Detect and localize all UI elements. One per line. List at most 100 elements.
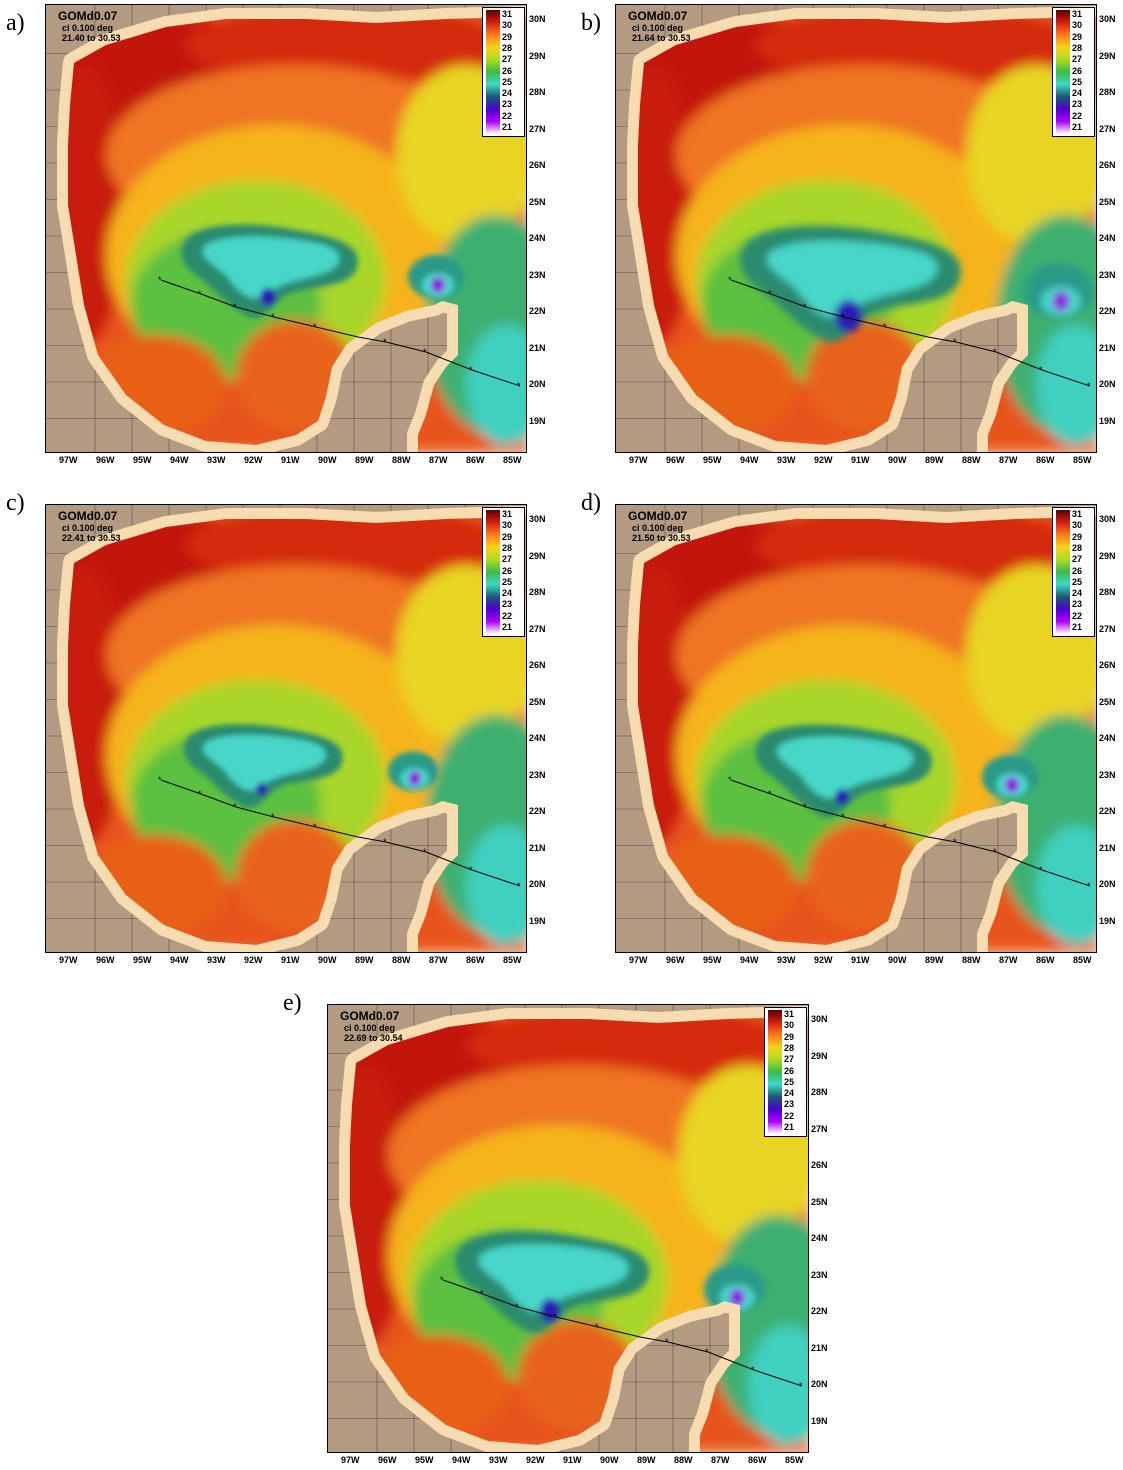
- longitude-label: 94W: [170, 955, 189, 965]
- colorbar-label: 25: [1072, 576, 1083, 587]
- map-title: GOMd0.07: [628, 509, 688, 523]
- longitude-label: 86W: [1036, 455, 1055, 465]
- svg-text:*: *: [553, 1312, 557, 1322]
- svg-text:*: *: [271, 812, 275, 822]
- svg-text:*: *: [313, 822, 317, 832]
- latitude-label: 25N: [811, 1196, 828, 1207]
- map-ci: ci 0.100 deg: [62, 523, 114, 533]
- map-panel-c: * * * * * * * * * GOMd0.07 ci 0.100 deg 22.41 to 30…: [45, 504, 527, 953]
- svg-text:*: *: [158, 775, 162, 785]
- latitude-label: 22N: [1099, 306, 1116, 316]
- longitude-label: 87W: [429, 955, 448, 965]
- latitude-label: 23N: [811, 1269, 828, 1280]
- colorbar-label: 21: [1072, 122, 1083, 132]
- longitude-label: 93W: [207, 955, 226, 965]
- longitude-label: 97W: [59, 455, 78, 465]
- colorbar-label: 22: [784, 1110, 795, 1121]
- map-title: GOMd0.07: [340, 1009, 400, 1023]
- svg-text:*: *: [313, 322, 317, 332]
- longitude-label: 94W: [170, 455, 189, 465]
- latitude-label: 22N: [811, 1306, 828, 1316]
- longitude-label: 97W: [629, 955, 648, 965]
- svg-text:*: *: [768, 789, 772, 799]
- colorbar-label: 29: [784, 1031, 795, 1042]
- colorbar-label: 21: [1072, 622, 1083, 632]
- longitude-label: 86W: [748, 1455, 767, 1465]
- svg-text:*: *: [383, 337, 387, 347]
- latitude-label: 21N: [1099, 842, 1116, 853]
- map-panel-d: * * * * * * * * * GOMd0.07 ci 0.100 deg 21.50 to 30…: [615, 504, 1097, 953]
- map-header: GOMd0.07 ci 0.100 deg 21.64 to 30.53: [628, 9, 691, 43]
- svg-text:*: *: [1039, 365, 1043, 375]
- latitude-label: 25N: [1099, 196, 1116, 207]
- latitude-label: 23N: [529, 769, 546, 780]
- colorbar-label: 31: [1072, 9, 1083, 19]
- latitude-label: 20N: [811, 1379, 828, 1389]
- svg-text:*: *: [799, 1381, 803, 1391]
- latitude-label: 19N: [529, 415, 546, 426]
- colorbar-label: 30: [1072, 20, 1083, 31]
- svg-text:*: *: [233, 802, 237, 812]
- latitude-label: 29N: [1099, 50, 1116, 61]
- longitude-label: 95W: [703, 955, 722, 965]
- colorbar-label: 28: [1072, 542, 1083, 553]
- longitude-label: 85W: [1073, 455, 1092, 465]
- longitude-label: 85W: [1073, 955, 1092, 965]
- longitude-label: 87W: [999, 955, 1018, 965]
- longitude-label: 88W: [392, 455, 411, 465]
- colorbar-label: 25: [502, 76, 513, 87]
- svg-text:*: *: [480, 1289, 484, 1299]
- longitude-label: 87W: [711, 1455, 730, 1465]
- svg-text:*: *: [751, 1365, 755, 1375]
- svg-text:*: *: [383, 837, 387, 847]
- latitude-label: 30N: [811, 1014, 828, 1024]
- svg-text:*: *: [198, 789, 202, 799]
- latitude-label: 26N: [529, 160, 546, 170]
- colorbar-label: 25: [784, 1076, 795, 1087]
- svg-text:*: *: [1087, 881, 1091, 891]
- svg-text:*: *: [953, 837, 957, 847]
- longitude-label: 97W: [629, 455, 648, 465]
- colorbar: 31 30 29 28 27 26 25 24 23 22 21: [764, 1007, 807, 1137]
- map-header: GOMd0.07 ci 0.100 deg 22.69 to 30.54: [340, 1009, 403, 1043]
- latitude-label: 25N: [529, 696, 546, 707]
- colorbar-label: 27: [502, 54, 513, 65]
- colorbar-label: 23: [1072, 599, 1083, 610]
- longitude-label: 94W: [740, 455, 759, 465]
- latitude-label: 24N: [529, 733, 546, 743]
- colorbar-label: 25: [502, 576, 513, 587]
- colorbar-label: 26: [1072, 65, 1083, 76]
- svg-text:*: *: [883, 822, 887, 832]
- svg-text:*: *: [803, 802, 807, 812]
- longitude-label: 87W: [429, 455, 448, 465]
- longitude-label: 91W: [563, 1455, 582, 1465]
- latitude-label: 29N: [1099, 550, 1116, 561]
- colorbar-label: 30: [784, 1020, 795, 1031]
- latitude-label: 30N: [1099, 514, 1116, 524]
- latitude-label: 28N: [811, 1087, 828, 1097]
- colorbar-label: 22: [1072, 610, 1083, 621]
- latitude-label: 29N: [529, 50, 546, 61]
- colorbar-label: 23: [502, 599, 513, 610]
- colorbar-label: 27: [1072, 554, 1083, 565]
- colorbar-label: 23: [1072, 99, 1083, 110]
- latitude-label: 26N: [529, 660, 546, 670]
- colorbar-label: 26: [1072, 565, 1083, 576]
- colorbar-label: 28: [502, 542, 513, 553]
- svg-text:*: *: [705, 1347, 709, 1357]
- colorbar-label: 22: [1072, 110, 1083, 121]
- svg-text:*: *: [1087, 381, 1091, 391]
- colorbar-label: 31: [502, 9, 513, 19]
- latitude-label: 21N: [529, 842, 546, 853]
- colorbar: 31 30 29 28 27 26 25 24 23 22 21: [482, 507, 525, 637]
- latitude-label: 21N: [529, 342, 546, 353]
- colorbar-label: 29: [1072, 31, 1083, 42]
- sst-map-e: * * * * * * * * *: [328, 1005, 808, 1452]
- longitude-label: 88W: [962, 455, 981, 465]
- longitude-label: 91W: [851, 455, 870, 465]
- longitude-label: 92W: [814, 455, 833, 465]
- svg-text:*: *: [515, 1302, 519, 1312]
- latitude-label: 27N: [529, 623, 546, 634]
- colorbar-label: 21: [784, 1122, 795, 1132]
- latitude-label: 21N: [811, 1342, 828, 1353]
